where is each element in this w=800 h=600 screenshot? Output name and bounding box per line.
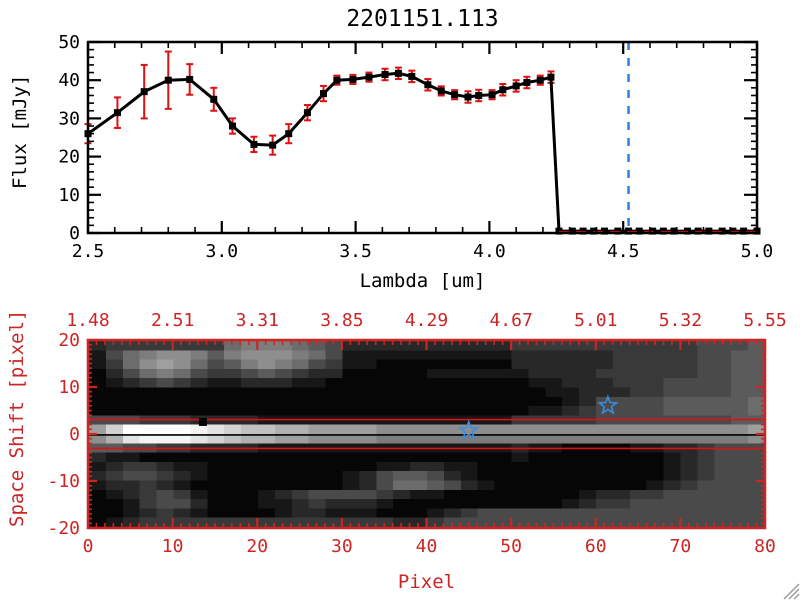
svg-text:0: 0	[83, 536, 94, 557]
svg-text:50: 50	[58, 32, 80, 53]
svg-text:40: 40	[58, 70, 80, 91]
svg-text:10: 10	[58, 377, 80, 398]
svg-text:20: 20	[58, 147, 80, 168]
svg-text:0: 0	[69, 424, 80, 445]
svg-text:-10: -10	[47, 471, 80, 492]
svg-text:60: 60	[585, 536, 607, 557]
svg-text:4.67: 4.67	[489, 310, 532, 331]
svg-text:40: 40	[416, 536, 438, 557]
svg-text:0: 0	[69, 223, 80, 244]
spectral-2d-image	[89, 341, 765, 527]
resize-grip-icon[interactable]	[782, 582, 800, 600]
svg-text:3.31: 3.31	[236, 310, 279, 331]
svg-text:4.5: 4.5	[607, 241, 640, 262]
lambda-axis-label: Lambda [um]	[359, 270, 486, 292]
svg-text:70: 70	[670, 536, 692, 557]
svg-text:5.01: 5.01	[574, 310, 617, 331]
svg-text:3.85: 3.85	[320, 310, 363, 331]
svg-text:4.0: 4.0	[473, 241, 506, 262]
svg-text:50: 50	[500, 536, 522, 557]
pixel-axis-label: Pixel	[397, 571, 456, 593]
plot-title: 2201151.113	[346, 6, 499, 32]
svg-text:80: 80	[754, 536, 776, 557]
svg-text:30: 30	[58, 108, 80, 129]
space-shift-axis-label: Space Shift [pixel]	[6, 309, 28, 527]
svg-text:1.48: 1.48	[66, 310, 109, 331]
svg-text:3.0: 3.0	[206, 241, 239, 262]
svg-text:5.0: 5.0	[741, 241, 774, 262]
flux-axis-label: Flux [mJy]	[9, 74, 31, 189]
svg-text:10: 10	[58, 185, 80, 206]
svg-text:10: 10	[162, 536, 184, 557]
svg-text:20: 20	[58, 330, 80, 351]
svg-text:5.55: 5.55	[743, 310, 786, 331]
svg-text:4.29: 4.29	[405, 310, 448, 331]
svg-text:2.5: 2.5	[72, 241, 105, 262]
svg-text:5.32: 5.32	[659, 310, 702, 331]
svg-text:-20: -20	[47, 518, 80, 539]
svg-text:2.51: 2.51	[151, 310, 194, 331]
svg-text:3.5: 3.5	[339, 241, 372, 262]
svg-text:20: 20	[246, 536, 268, 557]
svg-text:30: 30	[331, 536, 353, 557]
